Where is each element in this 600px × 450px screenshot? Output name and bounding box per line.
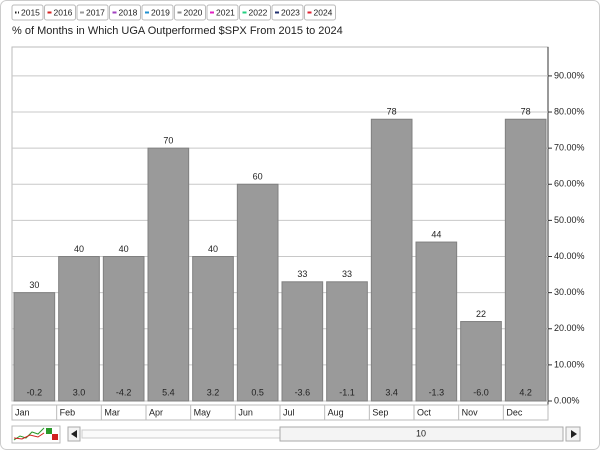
- x-tick-label: Nov: [462, 407, 479, 417]
- x-tick-label: Sep: [372, 407, 388, 417]
- y-tick-label: 70.00%: [554, 143, 585, 153]
- x-tick-label: Apr: [149, 407, 163, 417]
- scroll-thumb[interactable]: [279, 426, 564, 442]
- bar: [13, 292, 56, 402]
- x-tick-label: Jan: [15, 407, 30, 417]
- arrow-left: [71, 430, 77, 438]
- value-label: 33: [297, 269, 307, 279]
- value-label: 30: [29, 280, 39, 290]
- bar: [460, 321, 502, 402]
- x-tick-label: Mar: [104, 407, 120, 417]
- mini-chart-icon[interactable]: [11, 425, 61, 444]
- y-tick-label: 80.00%: [554, 106, 585, 116]
- legend-label: 2023: [281, 7, 300, 17]
- legend-button[interactable]: [206, 4, 239, 21]
- x-tick-label: May: [194, 407, 212, 417]
- y-tick-label: 90.00%: [554, 70, 585, 80]
- bar: [192, 256, 234, 402]
- x-tick-label: Aug: [328, 407, 344, 417]
- return-label: -3.6: [295, 387, 311, 397]
- return-label: -0.2: [27, 387, 43, 397]
- legend-label: 2019: [151, 7, 170, 17]
- bar: [504, 118, 547, 402]
- bar: [102, 256, 145, 402]
- legend-label: 2017: [86, 7, 105, 17]
- return-label: -4.2: [116, 387, 132, 397]
- legend-button[interactable]: [239, 4, 271, 21]
- value-label: 22: [476, 309, 486, 319]
- scroll-value: 10: [416, 428, 426, 438]
- return-label: -6.0: [473, 387, 489, 397]
- return-label: 5.4: [162, 387, 175, 397]
- value-label: 40: [208, 244, 218, 254]
- return-label: -1.3: [429, 387, 445, 397]
- legend-label: 2022: [249, 7, 268, 17]
- icon-box: [52, 434, 58, 440]
- legend-button[interactable]: [141, 4, 174, 21]
- value-label: 78: [521, 107, 531, 117]
- return-label: 0.5: [251, 387, 264, 397]
- legend-label: 2024: [314, 7, 333, 17]
- icon-line: [13, 432, 45, 440]
- y-tick-label: 50.00%: [554, 215, 585, 225]
- y-tick-label: 10.00%: [554, 359, 585, 369]
- legend-button[interactable]: [109, 4, 141, 21]
- value-label: 40: [74, 244, 84, 254]
- y-tick-label: 20.00%: [554, 323, 585, 333]
- chart-title: % of Months in Which UGA Outperformed $S…: [12, 25, 343, 37]
- legend-label: 2021: [216, 7, 235, 17]
- legend-button[interactable]: [44, 4, 76, 21]
- x-tick-label: Oct: [417, 407, 432, 417]
- return-label: 3.2: [207, 387, 220, 397]
- bar: [415, 241, 458, 402]
- plot-area: [11, 46, 549, 402]
- x-tick-label: Feb: [60, 407, 76, 417]
- value-label: 40: [119, 244, 129, 254]
- bar: [58, 256, 100, 402]
- y-tick-label: 40.00%: [554, 251, 585, 261]
- legend-label: 2015: [21, 7, 40, 17]
- legend-button[interactable]: [76, 4, 109, 21]
- value-label: 44: [431, 229, 441, 239]
- bar: [370, 118, 413, 402]
- return-label: -1.1: [339, 387, 355, 397]
- y-tick-label: 30.00%: [554, 287, 585, 297]
- y-tick-label: 0.00%: [554, 395, 580, 405]
- legend-label: 2018: [119, 7, 138, 17]
- value-label: 60: [253, 172, 263, 182]
- legend-button[interactable]: [304, 4, 336, 21]
- y-tick-label: 60.00%: [554, 179, 585, 189]
- legend-label: 2016: [54, 7, 73, 17]
- legend-button[interactable]: [174, 4, 206, 21]
- bar: [326, 281, 368, 402]
- arrow-right: [571, 430, 577, 438]
- bar: [236, 183, 279, 402]
- x-tick-label: Jul: [283, 407, 295, 417]
- legend-button[interactable]: [271, 4, 304, 21]
- return-label: 4.2: [519, 387, 532, 397]
- icon-box: [46, 428, 52, 434]
- value-label: 78: [387, 107, 397, 117]
- x-tick-label: Dec: [506, 407, 523, 417]
- scroll-track[interactable]: [81, 429, 281, 439]
- bar: [281, 281, 324, 402]
- value-label: 33: [342, 269, 352, 279]
- bar: [147, 147, 190, 402]
- return-label: 3.4: [385, 387, 398, 397]
- legend-button[interactable]: [11, 4, 44, 21]
- legend-label: 2020: [184, 7, 203, 17]
- x-tick-label: Jun: [238, 407, 253, 417]
- value-label: 70: [163, 136, 173, 146]
- return-label: 3.0: [73, 387, 86, 397]
